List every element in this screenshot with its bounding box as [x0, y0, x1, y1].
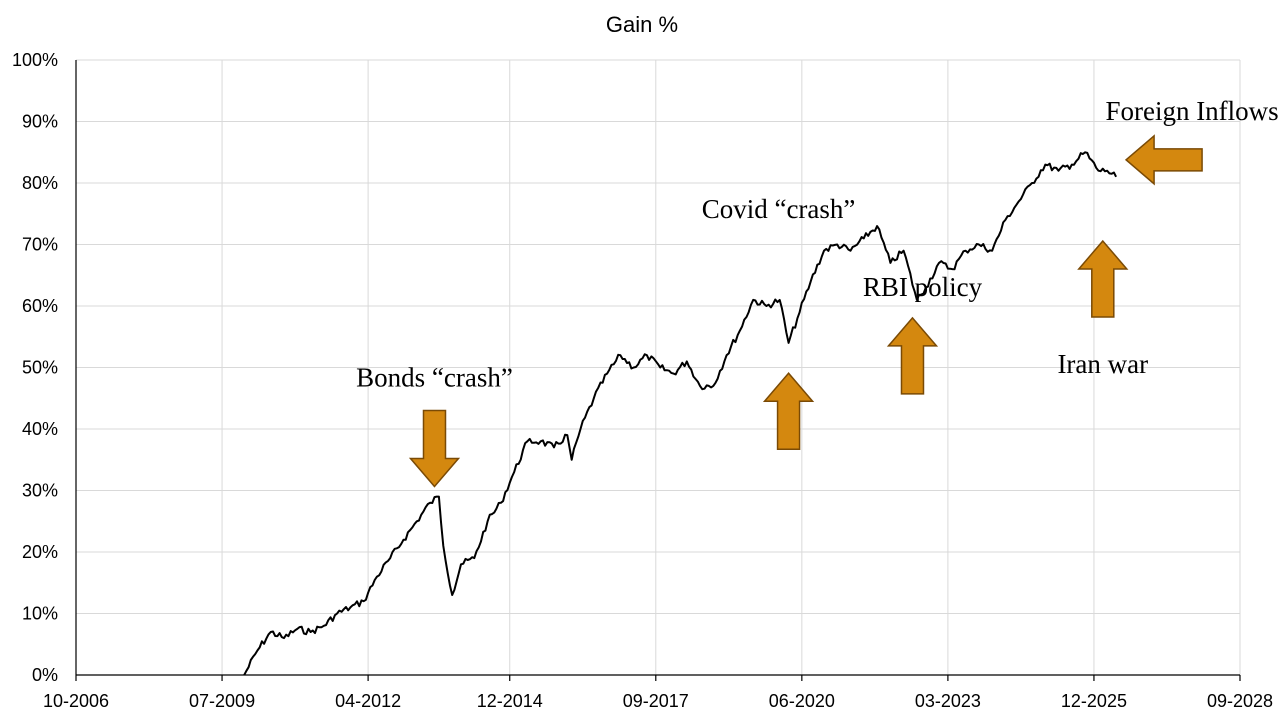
x-tick-label: 12-2025	[1061, 691, 1127, 711]
annotation-arrow	[1124, 134, 1203, 186]
axes: 0% 10% 20% 30% 40% 50% 60% 70% 80% 90% 100% 10-2006…	[12, 50, 1273, 711]
x-tick-label: 06-2020	[769, 691, 835, 711]
annotations: Bonds “crash” Covid “crash” RBI policy Iran…	[356, 96, 1279, 488]
y-tick-label: 100%	[12, 50, 58, 70]
annotation-label: RBI policy	[863, 272, 983, 302]
annotation-arrow	[762, 372, 815, 450]
y-tick-label: 90%	[22, 112, 58, 132]
y-tick-label: 50%	[22, 358, 58, 378]
x-tick-label: 10-2006	[43, 691, 109, 711]
y-tick-label: 30%	[22, 481, 58, 501]
x-tick-label: 12-2014	[477, 691, 543, 711]
y-tick-label: 60%	[22, 296, 58, 316]
y-tick-label: 10%	[22, 604, 58, 624]
y-tick-label: 20%	[22, 542, 58, 562]
series-line	[243, 151, 1117, 676]
annotation-arrow	[1077, 239, 1129, 318]
annotation-label: Iran war	[1057, 349, 1148, 379]
x-tick-label: 04-2012	[335, 691, 401, 711]
series-layer	[243, 151, 1117, 676]
annotation-arrow	[886, 316, 939, 395]
y-tick-label: 40%	[22, 419, 58, 439]
annotation-label: Bonds “crash”	[356, 363, 513, 393]
y-tick-label: 0%	[32, 665, 58, 685]
annotation-label: Foreign Inflows	[1105, 96, 1278, 126]
annotation-arrow	[408, 409, 461, 488]
x-tick-label: 09-2017	[623, 691, 689, 711]
x-tick-label: 03-2023	[915, 691, 981, 711]
chart-title: Gain %	[606, 12, 678, 37]
y-tick-label: 70%	[22, 235, 58, 255]
x-tick-label: 07-2009	[189, 691, 255, 711]
y-tick-label: 80%	[22, 173, 58, 193]
annotation-label: Covid “crash”	[702, 194, 856, 224]
x-tick-label: 09-2028	[1207, 691, 1273, 711]
